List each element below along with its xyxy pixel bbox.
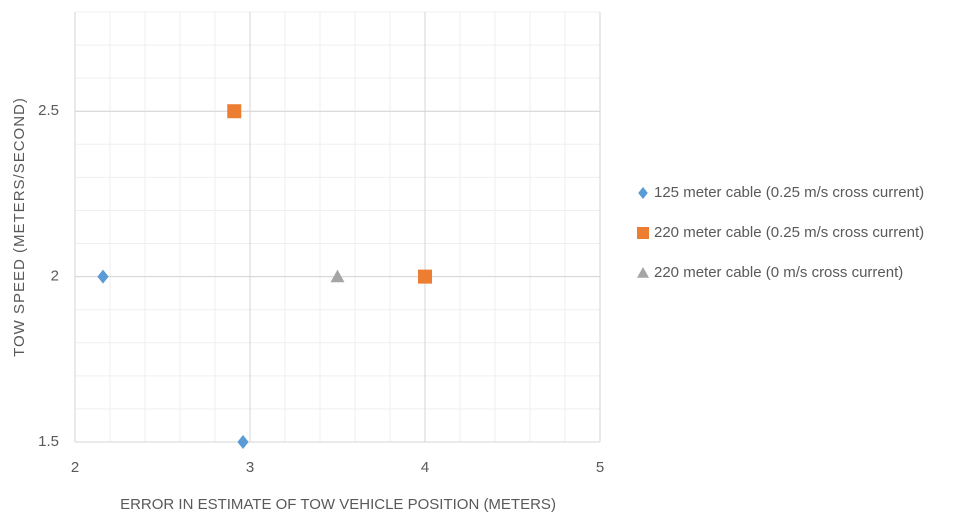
- x-tick-label: 2: [71, 459, 79, 476]
- x-tick-label: 5: [596, 459, 604, 476]
- y-tick-label: 2: [51, 268, 59, 285]
- data-point: [227, 104, 242, 119]
- y-tick-label: 1.5: [38, 433, 59, 450]
- legend-label: 220 meter cable (0 m/s cross current): [654, 264, 903, 281]
- x-tick-label: 4: [421, 459, 429, 476]
- data-point: [330, 269, 345, 283]
- y-tick-label: 2.5: [38, 102, 59, 119]
- data-point: [237, 435, 249, 449]
- legend-label: 220 meter cable (0.25 m/s cross current): [654, 224, 924, 241]
- x-axis-label: ERROR IN ESTIMATE OF TOW VEHICLE POSITIO…: [120, 496, 556, 513]
- data-point: [97, 269, 109, 284]
- y-axis-label: TOW SPEED (METERS/SECOND): [11, 97, 28, 357]
- data-point: [418, 269, 432, 284]
- legend-marker: [637, 227, 649, 239]
- legend-marker: [637, 267, 649, 278]
- legend-label: 125 meter cable (0.25 m/s cross current): [654, 184, 924, 201]
- x-tick-label: 3: [246, 459, 254, 476]
- legend-marker: [638, 187, 648, 199]
